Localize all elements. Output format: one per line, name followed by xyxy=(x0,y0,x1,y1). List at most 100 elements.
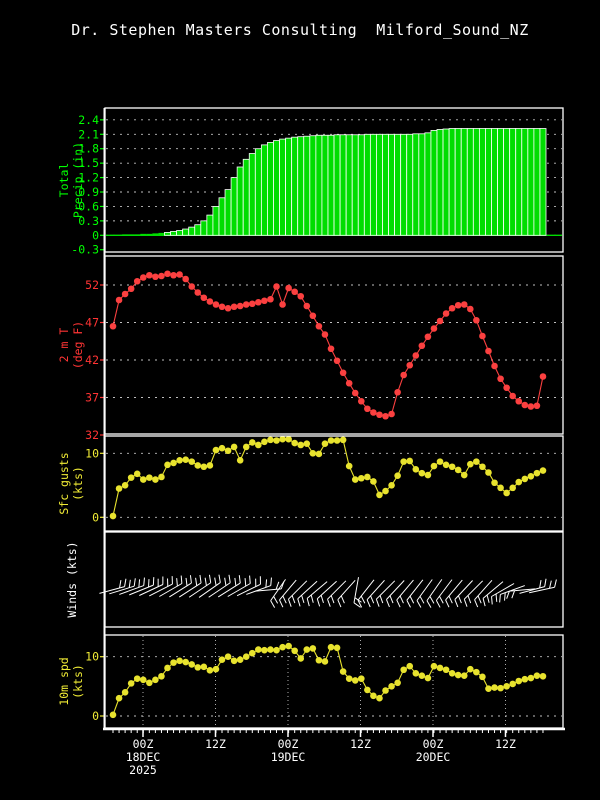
sfc_gusts-dot xyxy=(206,462,214,469)
sfc_gusts-dot xyxy=(242,443,250,451)
temp_2m-dot xyxy=(236,302,244,310)
temp_2m-dot xyxy=(152,273,159,281)
precip-bar xyxy=(533,128,541,236)
temp_2m-dot xyxy=(351,389,359,397)
spd_10m-dot xyxy=(527,674,535,682)
sfc_gusts-dot xyxy=(400,458,407,465)
precip-bar xyxy=(400,133,408,236)
x-tick-label: 19DEC xyxy=(271,750,306,764)
precip-bar xyxy=(260,144,268,236)
wind-barb xyxy=(149,576,173,597)
x-tick-label: 20DEC xyxy=(416,750,451,764)
wind-barb xyxy=(178,574,202,598)
svg-text:0.3: 0.3 xyxy=(78,214,99,228)
temp_2m-dot xyxy=(533,402,541,410)
chart-title: Dr. Stephen Masters Consulting Milford_S… xyxy=(71,21,529,39)
precip-bar xyxy=(224,189,232,236)
temp_2m-dot xyxy=(146,271,153,279)
precip-bar xyxy=(158,232,165,236)
spd_10m-dot xyxy=(133,675,141,682)
temp_2m-dot xyxy=(473,316,480,324)
precip-bar xyxy=(491,128,498,236)
temp_2m-dot xyxy=(170,271,177,279)
sfc_gusts-line xyxy=(112,438,544,517)
sfc_gusts-dot xyxy=(497,484,504,492)
spd_10m-dot xyxy=(327,643,335,651)
precip-bar xyxy=(218,197,226,236)
precip-bar xyxy=(345,134,353,236)
sfc_gusts-dot xyxy=(442,461,450,469)
svg-text:2.4: 2.4 xyxy=(78,113,99,127)
wind-barb xyxy=(353,577,362,608)
spd_10m-dot xyxy=(460,672,468,679)
panel-border xyxy=(104,531,564,628)
y-axis-title: Total xyxy=(57,163,71,198)
spd_10m-dot xyxy=(515,677,523,685)
precip-bar xyxy=(497,128,505,236)
spd_10m-dot xyxy=(467,665,474,673)
sfc_gusts-dot xyxy=(188,458,196,465)
sfc_gusts-dot xyxy=(158,473,165,481)
temp_2m-dot xyxy=(442,310,450,317)
wind-barb xyxy=(287,580,308,607)
precip-bar xyxy=(309,135,317,236)
y-axis-title: Winds (kts) xyxy=(65,541,79,617)
y-axis-title: 10m spd xyxy=(57,657,71,705)
precip-bar xyxy=(327,134,335,236)
temp_2m-dot xyxy=(224,304,232,312)
spd_10m-dot xyxy=(376,694,383,702)
precip-bar xyxy=(212,206,220,236)
wind-barb xyxy=(366,580,385,608)
temp_2m-dot xyxy=(333,357,341,365)
sfc_gusts-dot xyxy=(133,470,141,478)
precip-bar xyxy=(454,128,462,236)
spd_10m-dot xyxy=(164,664,171,672)
temp_2m-dot xyxy=(521,401,529,409)
sfc_gusts-dot xyxy=(248,439,256,446)
wind-barb xyxy=(435,579,453,608)
spd_10m-dot xyxy=(339,668,347,675)
x-tick-label: 00Z xyxy=(278,737,299,751)
sfc_gusts-dot xyxy=(327,437,335,444)
svg-text:-0.3: -0.3 xyxy=(71,243,99,257)
temp_2m-line xyxy=(112,273,544,417)
temp_2m-dot xyxy=(273,283,280,290)
temp_2m-dot xyxy=(133,277,141,285)
precip-bar xyxy=(442,128,450,236)
wind-barb xyxy=(445,579,463,608)
sfc_gusts-dot xyxy=(291,439,298,447)
spd_10m-dot xyxy=(303,646,311,653)
temp_2m-dot xyxy=(115,296,123,304)
spd_10m-dot xyxy=(485,685,492,693)
precip-bar xyxy=(539,128,547,236)
svg-text:10: 10 xyxy=(85,650,99,664)
precip-bar xyxy=(116,234,123,236)
sfc_gusts-dot xyxy=(315,450,323,458)
sfc_gusts-dot xyxy=(460,471,468,479)
wind-barb xyxy=(246,577,272,595)
precip-bar xyxy=(436,129,444,236)
svg-text:37: 37 xyxy=(85,391,99,405)
precip-bar xyxy=(122,234,129,236)
spd_10m-dot xyxy=(109,711,117,719)
wind-barb xyxy=(337,580,356,608)
x-tick-label: 2025 xyxy=(129,763,157,777)
temp_2m-dot xyxy=(158,272,165,280)
precip-bar xyxy=(478,128,486,236)
spd_10m-dot xyxy=(454,671,462,679)
temp_2m-dot xyxy=(364,405,371,413)
precip-bar xyxy=(146,233,153,236)
sfc_gusts-dot xyxy=(388,482,395,489)
spd_10m-dot xyxy=(503,683,510,690)
precip-bar xyxy=(418,133,426,236)
svg-text:42: 42 xyxy=(85,353,99,367)
wind-barb xyxy=(396,579,414,608)
precip-bar xyxy=(206,214,214,236)
sfc_gusts-dot xyxy=(170,459,177,467)
precip-bar xyxy=(376,133,383,236)
precip-bar xyxy=(291,136,299,236)
precip-bar xyxy=(382,133,389,236)
y-axis-title: (deg F) xyxy=(71,321,85,369)
temp_2m-dot xyxy=(218,303,226,311)
wind-barb xyxy=(236,576,261,597)
